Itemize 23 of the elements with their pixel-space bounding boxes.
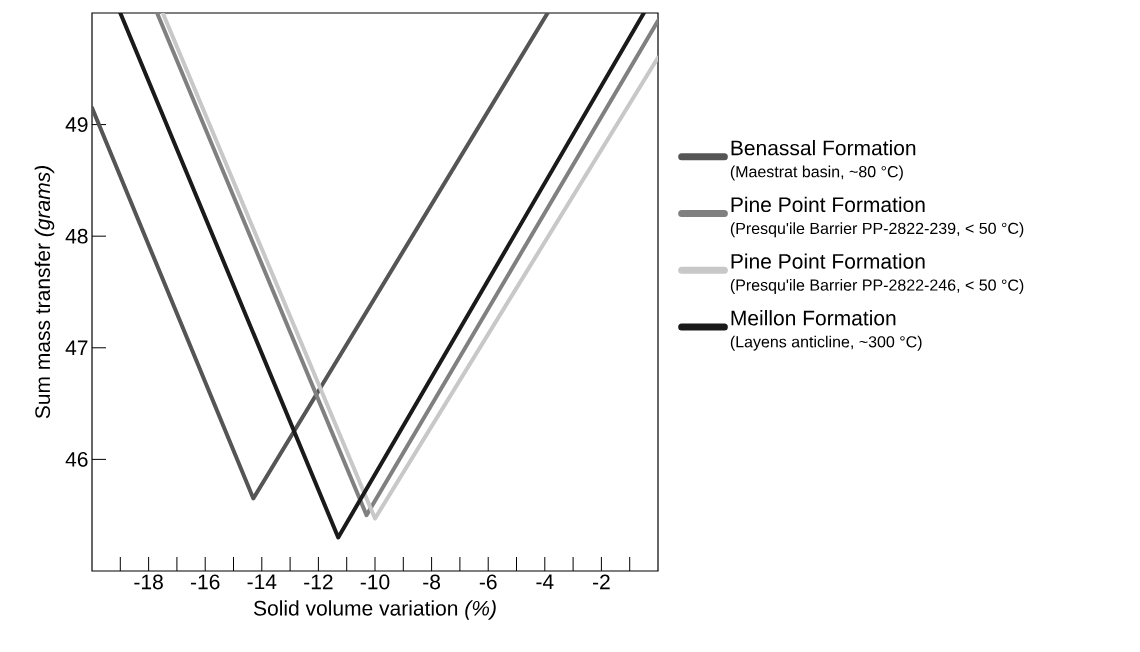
legend-label: Benassal Formation [731, 139, 916, 156]
y-tick-label: 49 [65, 117, 88, 133]
x-tick-label: -10 [360, 574, 390, 590]
x-tick-label: -4 [536, 574, 554, 589]
y-tick-label: 47 [65, 340, 88, 356]
x-tick-label: -16 [190, 574, 220, 590]
x-axis-title: Solid volume variation (%) [254, 600, 496, 620]
y-tick-label: 46 [65, 451, 88, 467]
text: (Presqu'ile Barrier PP-2822-246, < 50 °C) [730, 279, 1024, 294]
legend-label: Pine Point Formation [731, 253, 925, 269]
x-tick-label: -18 [134, 574, 163, 590]
text: (Maestrat basin, ~80 °C) [730, 165, 903, 181]
text: (Presqu'ile Barrier PP-2822-239, < 50 °C) [730, 222, 1024, 238]
y-axis-title: Sum mass transfer (grams) [34, 166, 55, 419]
legend-label: Meillon Formation [731, 310, 896, 326]
x-tick-label: -2 [592, 574, 610, 590]
x-tick-label: -12 [304, 574, 333, 590]
text: (Layens anticline, ~300 °C) [730, 335, 922, 351]
legend-label: Pine Point Formation [731, 196, 925, 213]
x-tick-label: -8 [423, 574, 441, 590]
y-tick-label: 48 [65, 228, 88, 244]
x-tick-label: -6 [479, 574, 497, 590]
x-tick-label: -14 [247, 574, 277, 589]
